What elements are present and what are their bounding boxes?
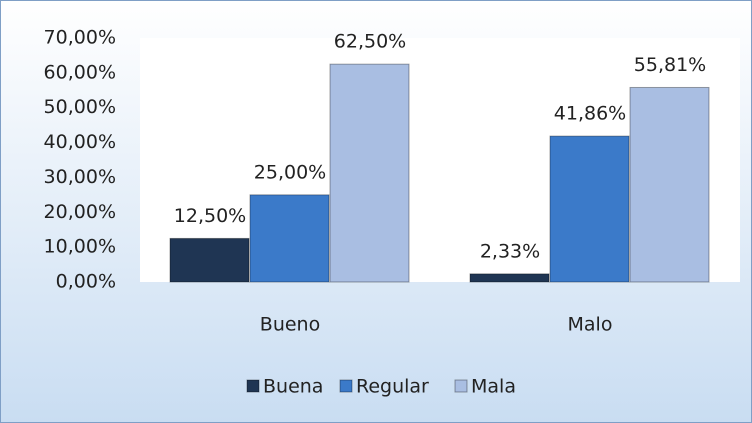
legend-label: Buena [263, 376, 323, 398]
bar [549, 135, 630, 283]
bar [629, 86, 710, 283]
bar [169, 237, 250, 283]
legend-swatch [339, 379, 353, 393]
legend-label: Regular [356, 376, 429, 398]
y-tick-label: 70,00% [44, 27, 116, 49]
value-label: 2,33% [480, 240, 540, 262]
legend-swatch [454, 379, 468, 393]
y-tick-label: 50,00% [44, 96, 116, 118]
legend-label: Mala [471, 376, 516, 398]
y-tick-label: 10,00% [44, 236, 116, 258]
x-tick-label: Bueno [260, 314, 320, 336]
y-tick-label: 30,00% [44, 166, 116, 188]
legend-swatch [246, 379, 260, 393]
bar [469, 273, 550, 283]
bar [329, 63, 410, 283]
value-label: 55,81% [634, 54, 706, 76]
value-label: 41,86% [554, 103, 626, 125]
value-label: 12,50% [174, 205, 246, 227]
value-label: 25,00% [254, 161, 326, 183]
x-tick-label: Malo [568, 314, 613, 336]
y-tick-label: 60,00% [44, 61, 116, 83]
y-tick-label: 20,00% [44, 201, 116, 223]
y-tick-label: 0,00% [56, 271, 116, 293]
value-label: 62,50% [334, 31, 406, 53]
bar [249, 194, 330, 283]
y-tick-label: 40,00% [44, 131, 116, 153]
